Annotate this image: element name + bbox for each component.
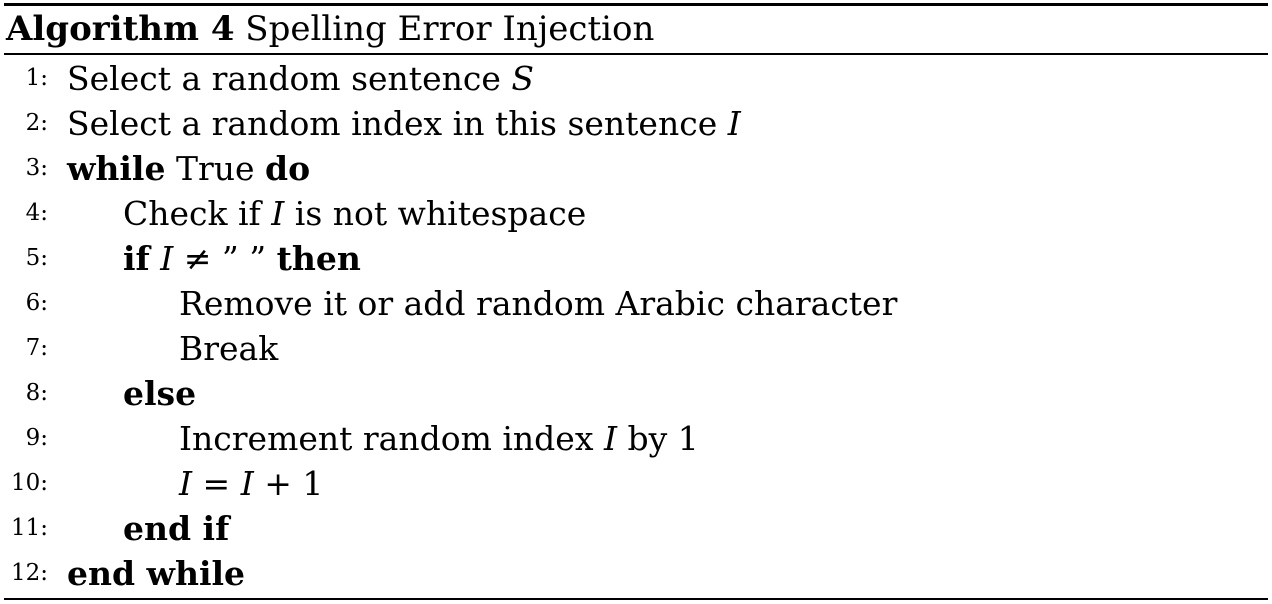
keyword: else xyxy=(123,374,197,413)
line-number: 1: xyxy=(25,65,48,91)
line-text: else xyxy=(123,371,196,416)
algorithm-line: 6: Remove it or add random Arabic charac… xyxy=(4,281,1268,326)
algorithm-line: 11: end if xyxy=(4,506,1268,551)
line-fragment: Remove it or add random Arabic character xyxy=(179,284,898,323)
algorithm-caption: Algorithm 4 Spelling Error Injection xyxy=(6,6,654,52)
line-text: Remove it or add random Arabic character xyxy=(179,281,897,326)
algorithm-line: 4: Check if I is not whitespace xyxy=(4,191,1268,236)
line-fragment xyxy=(150,239,161,278)
math-variable: I xyxy=(179,464,193,503)
algorithm-line: 5: if I ≠ ” ” then xyxy=(4,236,1268,281)
math-variable: I xyxy=(271,194,285,233)
line-number: 5: xyxy=(25,245,48,271)
algorithm-line: 3: while True do xyxy=(4,146,1268,191)
line-number: 12: xyxy=(10,560,48,586)
algorithm-line: 2: Select a random index in this sentenc… xyxy=(4,101,1268,146)
line-fragment: True xyxy=(165,149,266,188)
line-fragment: Increment random index xyxy=(179,419,604,458)
algorithm-line: 1: Select a random sentence S xyxy=(4,56,1268,101)
algorithm-line: 7: Break xyxy=(4,326,1268,371)
line-text: Select a random index in this sentence I xyxy=(67,101,741,146)
line-text: end while xyxy=(67,551,245,596)
algorithm-label: Algorithm 4 xyxy=(6,9,235,49)
algorithm-box: Algorithm 4 Spelling Error Injection 1: … xyxy=(4,0,1268,604)
algorithm-body: 1: Select a random sentence S 2: Select … xyxy=(4,56,1268,596)
bottom-rule xyxy=(4,598,1268,600)
keyword: if xyxy=(123,239,150,278)
math-variable: I xyxy=(240,464,254,503)
line-fragment: Check if xyxy=(123,194,272,233)
line-text: I = I + 1 xyxy=(179,461,323,506)
line-number: 4: xyxy=(25,200,48,226)
algorithm-line: 9: Increment random index I by 1 xyxy=(4,416,1268,461)
algorithm-line: 10: I = I + 1 xyxy=(4,461,1268,506)
keyword: while xyxy=(67,149,166,188)
line-text: if I ≠ ” ” then xyxy=(123,236,361,281)
keyword: end while xyxy=(67,554,246,593)
line-text: Break xyxy=(179,326,278,371)
line-fragment: ≠ ” ” xyxy=(173,239,277,278)
line-fragment: = xyxy=(192,464,241,503)
line-fragment: Break xyxy=(179,329,279,368)
line-number: 10: xyxy=(10,470,48,496)
line-text: Select a random sentence S xyxy=(67,56,534,101)
math-variable: I xyxy=(603,419,617,458)
line-number: 6: xyxy=(25,290,48,316)
keyword: do xyxy=(265,149,311,188)
line-number: 7: xyxy=(25,335,48,361)
line-number: 9: xyxy=(25,425,48,451)
line-text: while True do xyxy=(67,146,310,191)
line-number: 3: xyxy=(25,155,48,181)
keyword: end if xyxy=(123,509,230,548)
line-text: Check if I is not whitespace xyxy=(123,191,586,236)
line-fragment: is not whitespace xyxy=(284,194,587,233)
line-fragment: Select a random index in this sentence xyxy=(67,104,728,143)
algorithm-line: 12: end while xyxy=(4,551,1268,596)
algorithm-line: 8: else xyxy=(4,371,1268,416)
algorithm-title: Spelling Error Injection xyxy=(245,9,655,49)
line-number: 8: xyxy=(25,380,48,406)
math-variable: I xyxy=(160,239,174,278)
top-rule xyxy=(4,3,1268,6)
line-fragment: + 1 xyxy=(253,464,324,503)
keyword: then xyxy=(276,239,361,278)
line-fragment: by 1 xyxy=(617,419,699,458)
caption-rule xyxy=(4,53,1268,55)
line-text: Increment random index I by 1 xyxy=(179,416,699,461)
line-number: 11: xyxy=(10,515,48,541)
math-variable: I xyxy=(727,104,741,143)
math-variable: S xyxy=(511,59,534,98)
line-fragment: Select a random sentence xyxy=(67,59,512,98)
line-number: 2: xyxy=(25,110,48,136)
line-text: end if xyxy=(123,506,229,551)
